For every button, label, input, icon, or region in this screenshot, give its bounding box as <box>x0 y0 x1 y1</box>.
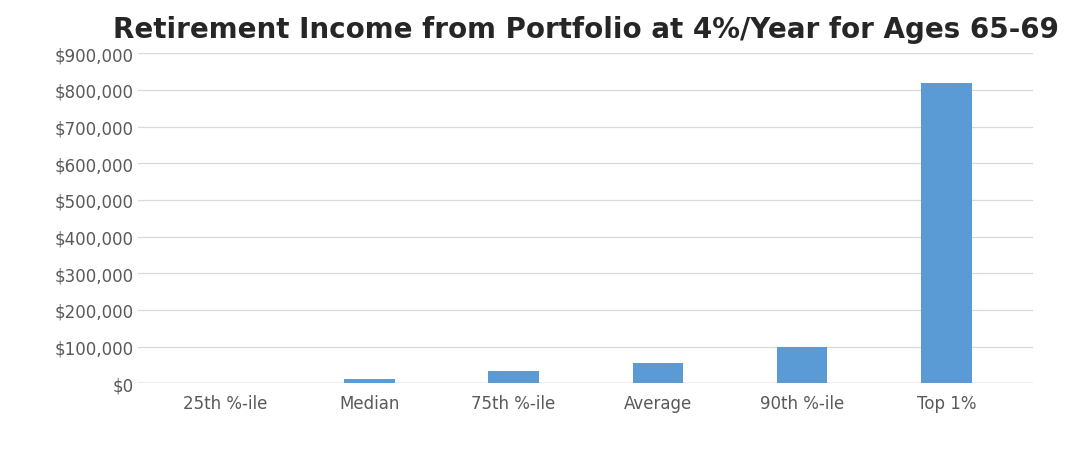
Bar <box>777 348 828 383</box>
Bar <box>633 363 683 383</box>
Bar <box>489 372 539 383</box>
Bar <box>344 379 394 383</box>
Bar <box>921 83 971 383</box>
Title: Retirement Income from Portfolio at 4%/Year for Ages 65-69: Retirement Income from Portfolio at 4%/Y… <box>113 15 1059 43</box>
